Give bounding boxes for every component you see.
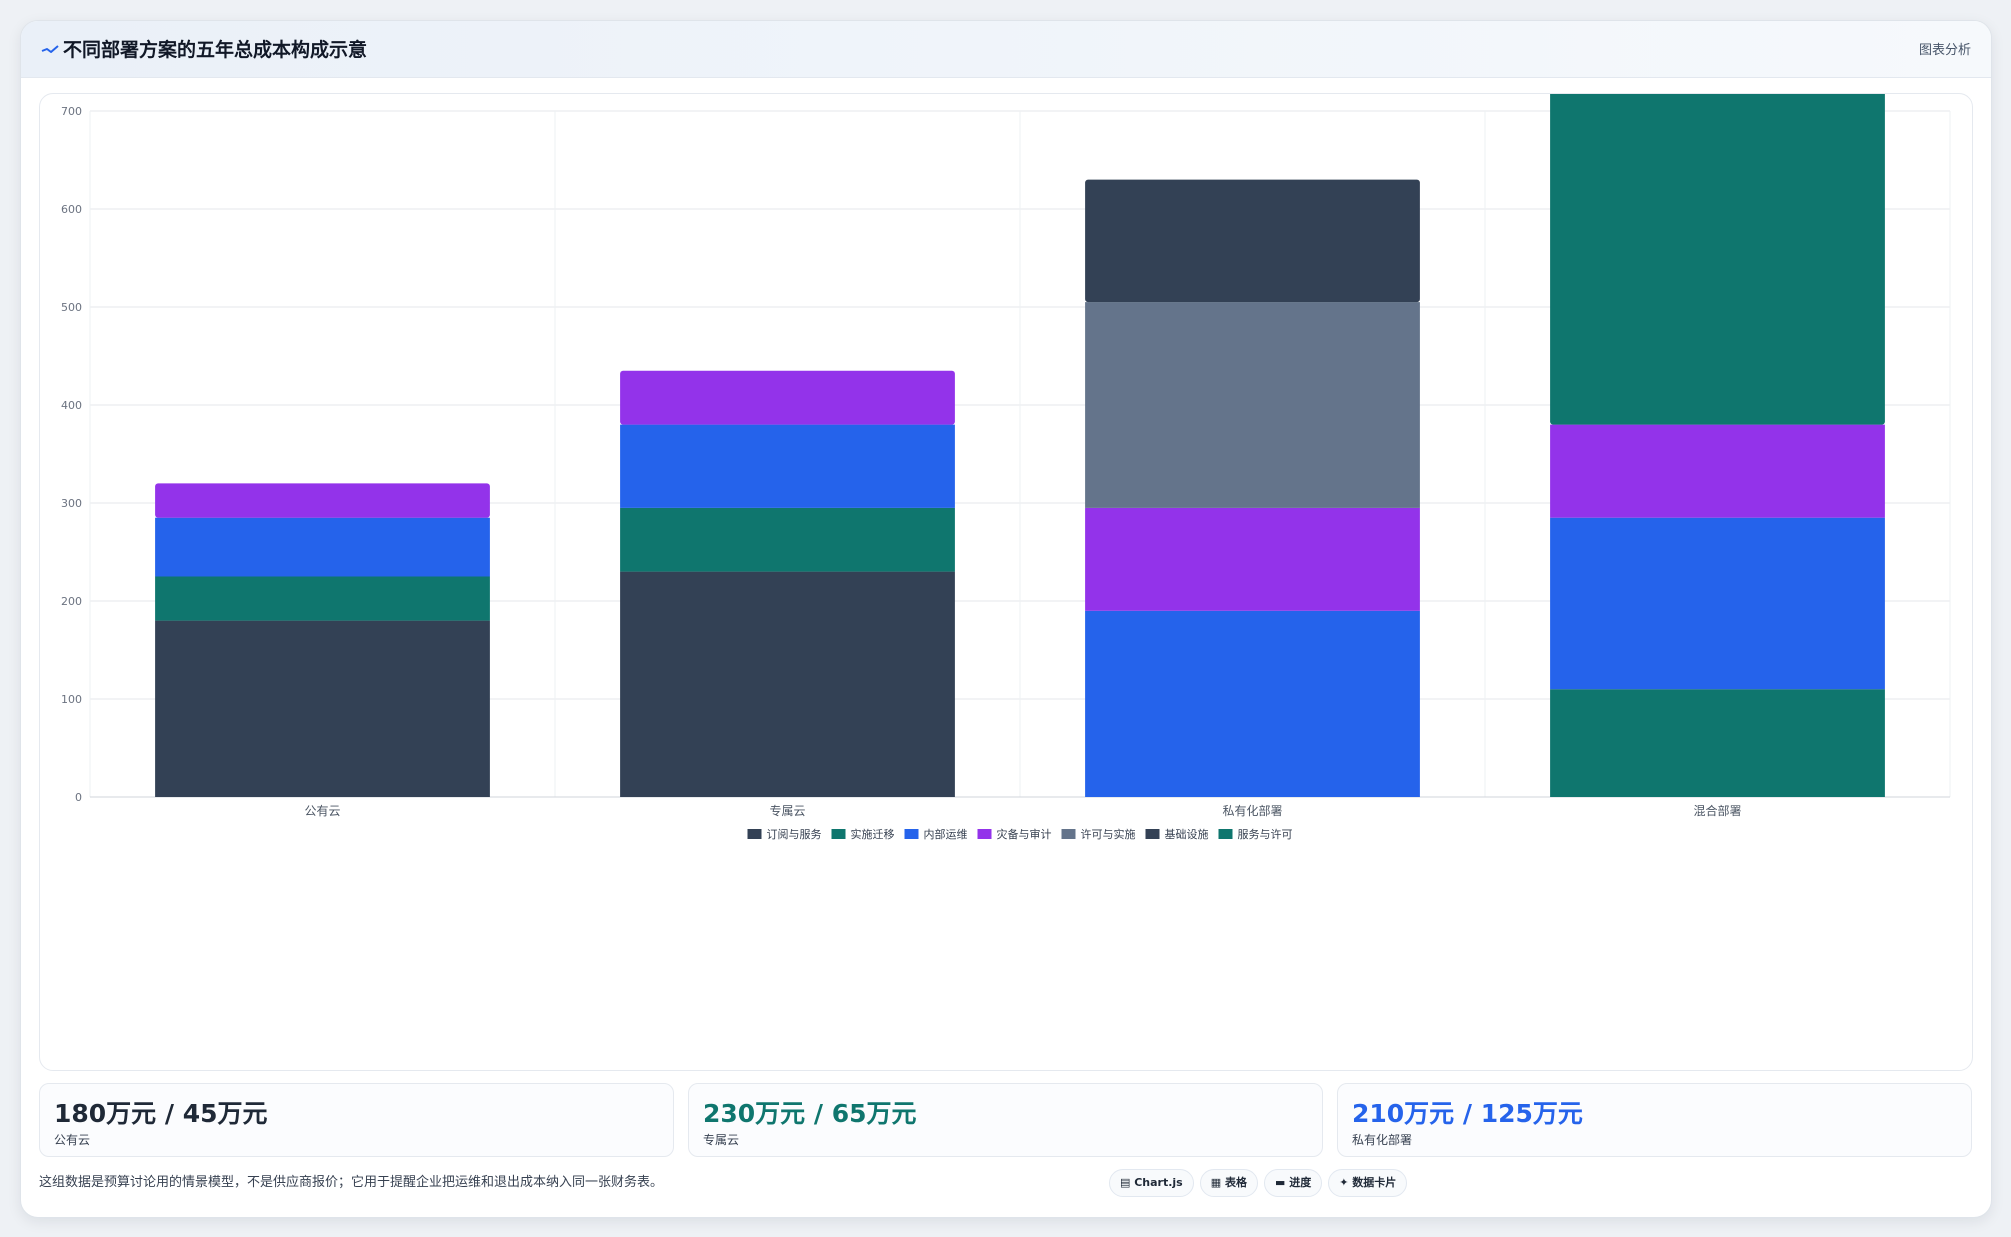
bar-segment [620, 507, 955, 572]
legend-swatch [1061, 829, 1076, 839]
stacked-bar-chart: 0 100 200 300 400 500 600 700 公有云 专属云 私有化部署 混合部署订阅与… [61, 94, 1951, 841]
legend-swatch [977, 829, 992, 839]
legend-swatch [904, 829, 919, 839]
pill-data-card[interactable]: ✦ 数据卡片 [1328, 1169, 1408, 1197]
bar-segment [1085, 302, 1420, 508]
y-tick-label: 600 [61, 203, 82, 216]
bar-segment [155, 620, 490, 797]
stat-label: 私有化部署 [1352, 1133, 1413, 1147]
card-header: 不同部署方案的五年总成本构成示意 图表分析 [21, 21, 1991, 78]
stat-value: 210万元 / 125万元 [1352, 1099, 1583, 1128]
bar-segment [1550, 424, 1885, 518]
y-tick-label: 300 [61, 497, 82, 510]
stat-label: 专属云 [703, 1133, 740, 1147]
bar-segment [1550, 517, 1885, 690]
legend-swatch [1145, 829, 1160, 839]
bar-segment [620, 370, 955, 425]
stat-label: 公有云 [54, 1133, 91, 1147]
legend-label: 灾备与审计 [997, 827, 1052, 841]
bar-segment [620, 571, 955, 797]
bar-segment [155, 483, 490, 518]
y-tick-label: 700 [61, 105, 82, 118]
bar-segment [1085, 507, 1420, 611]
x-tick-label: 混合部署 [1693, 803, 1741, 818]
y-tick-label: 400 [61, 399, 82, 412]
legend-swatch [747, 829, 762, 839]
stat-card-private-deploy: 210万元 / 125万元 私有化部署 [1337, 1083, 1972, 1157]
y-tick-label: 200 [61, 595, 82, 608]
stat-card-dedicated-cloud: 230万元 / 65万元 专属云 [688, 1083, 1323, 1157]
line-chart-icon [41, 45, 59, 53]
pill-progress[interactable]: ▬ 进度 [1263, 1169, 1323, 1197]
chart-title: 不同部署方案的五年总成本构成示意 [63, 39, 368, 61]
view-pills: ▤ Chart.js ▦ 表格 ▬ 进度 ✦ 数据卡片 [1109, 1169, 1413, 1199]
bar-segment [1550, 94, 1885, 425]
chart-analysis-link[interactable]: 图表分析 [1918, 43, 1971, 58]
bar-segment [1085, 179, 1420, 303]
bar-segment [1550, 689, 1885, 797]
stat-value: 180万元 / 45万元 [54, 1099, 268, 1128]
y-tick-label: 100 [61, 693, 82, 706]
chart-card: 不同部署方案的五年总成本构成示意 图表分析 0 100 200 300 400 500 60… [20, 20, 1992, 1218]
stat-card-public-cloud: 180万元 / 45万元 公有云 [39, 1083, 674, 1157]
y-tick-label: 0 [75, 791, 82, 804]
footer-note: 这组数据是预算讨论用的情景模型，不是供应商报价；它用于提醒企业把运维和退出成本纳… [39, 1175, 664, 1190]
bar-segment [155, 517, 490, 577]
x-tick-label: 公有云 [304, 804, 340, 818]
bar-segment [620, 424, 955, 508]
legend-label: 实施迁移 [851, 827, 895, 841]
legend-label: 内部运维 [924, 827, 968, 841]
stat-value: 230万元 / 65万元 [703, 1099, 917, 1128]
pill-table[interactable]: ▦ 表格 [1199, 1169, 1258, 1197]
legend-label: 服务与许可 [1237, 828, 1292, 841]
x-tick-label: 私有化部署 [1222, 803, 1282, 818]
legend-label: 订阅与服务 [767, 828, 822, 841]
legend-swatch [831, 829, 846, 839]
chart-panel: 0 100 200 300 400 500 600 700 公有云 专属云 私有化部署 混合部署订阅与… [39, 93, 1973, 1071]
legend-swatch [1218, 829, 1233, 839]
legend-label: 许可与实施 [1080, 827, 1135, 841]
stat-cards: 180万元 / 45万元 公有云 230万元 / 65万元 专属云 210万元 … [39, 1083, 1972, 1157]
x-tick-label: 专属云 [769, 803, 805, 818]
bar-segment [1085, 610, 1420, 797]
y-tick-label: 500 [61, 301, 82, 314]
pill-chartjs[interactable]: ▤ Chart.js [1109, 1169, 1194, 1197]
bar-segment [155, 576, 490, 621]
legend-label: 基础设施 [1164, 828, 1208, 841]
